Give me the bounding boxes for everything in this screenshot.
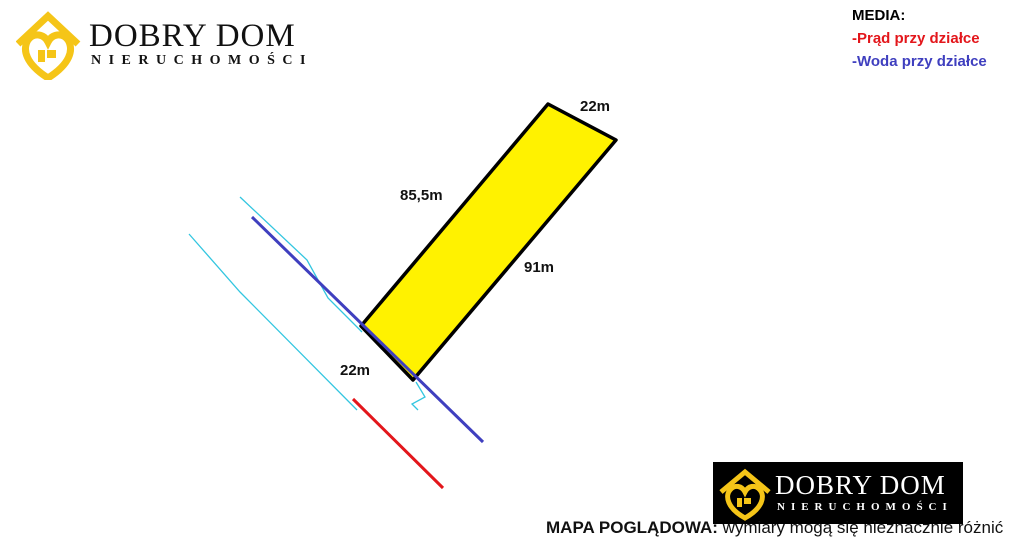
disclaimer-text: wymiary mogą się nieznacznie różnić <box>717 518 1004 537</box>
media-title: MEDIA: <box>852 7 906 24</box>
logo-bottom-subtitle: NIERUCHOMOŚCI <box>777 501 953 513</box>
water-line <box>250 215 485 444</box>
house-heart-logo-icon <box>719 468 771 521</box>
house-heart-logo-icon <box>15 11 81 83</box>
disclaimer-label: MAPA POGLĄDOWA: <box>546 518 718 537</box>
logo-subtitle: NIERUCHOMOŚCI <box>91 53 313 68</box>
dimension-left-side: 85,5m <box>400 187 443 204</box>
plot-parcel <box>359 102 618 382</box>
disclaimer: MAPA POGLĄDOWA: wymiary mogą się nieznac… <box>546 518 1003 538</box>
logo-name: DOBRY DOM <box>89 18 296 54</box>
logo-bottom-name: DOBRY DOM <box>775 470 946 500</box>
media-power: -Prąd przy działce <box>852 30 980 47</box>
power-line <box>351 397 445 490</box>
dimension-bottom: 22m <box>340 362 371 379</box>
media-water: -Woda przy działce <box>852 53 987 70</box>
logo-top <box>15 10 316 83</box>
media-legend: MEDIA: -Prąd przy działce -Woda przy dzi… <box>852 4 987 73</box>
dimension-right-side: 91m <box>524 259 555 276</box>
dimension-top: 22m <box>580 98 611 115</box>
logo-bottom: DOBRY DOM NIERUCHOMOŚCI <box>713 462 963 524</box>
road-edge-lower <box>188 233 358 411</box>
water-connection <box>410 381 426 411</box>
